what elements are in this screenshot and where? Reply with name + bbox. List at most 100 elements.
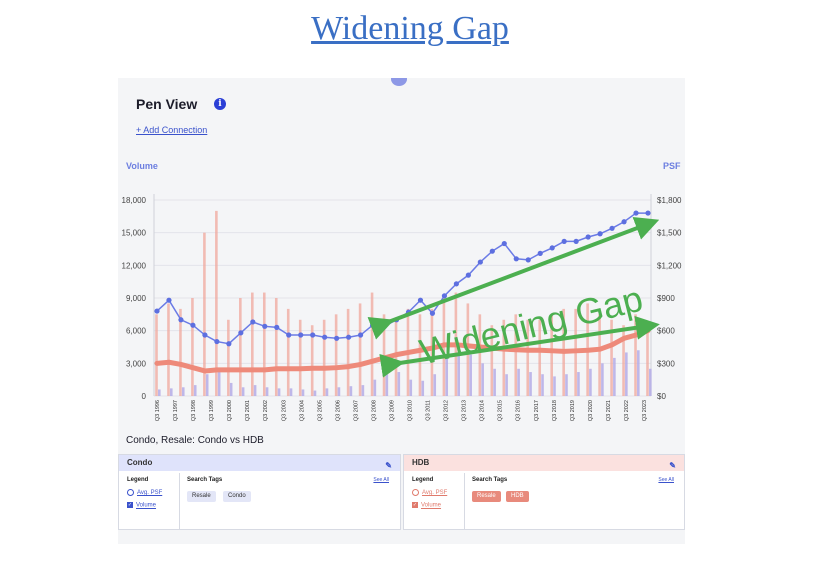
see-all-link[interactable]: See All — [658, 477, 674, 483]
hdb-panel-header: HDB ✎ — [404, 455, 684, 471]
x-tick-label: Q3 2020 — [588, 400, 594, 421]
legend-item-volume[interactable]: ✓ Volume — [412, 502, 441, 509]
hdb-volume-bar — [310, 325, 314, 396]
condo-volume-bar — [158, 389, 161, 396]
condo-volume-bar — [361, 385, 365, 396]
legend-title: Legend — [127, 477, 149, 483]
hdb-volume-bar — [274, 298, 278, 396]
left-tick-label: 12,000 — [122, 261, 147, 270]
condo-psf-point — [262, 323, 268, 329]
condo-psf-point — [429, 310, 436, 316]
left-tick-label: 15,000 — [122, 229, 147, 238]
x-tick-label: Q3 2014 — [480, 400, 486, 421]
legend-item-volume[interactable]: ✓ Volume — [127, 502, 156, 509]
condo-psf-point — [549, 245, 555, 251]
condo-volume-bar — [613, 357, 616, 396]
condo-volume-bar — [433, 374, 437, 396]
condo-legend: Legend Avg. PSF ✓ Volume — [119, 473, 180, 530]
x-tick-label: Q3 2003 — [281, 400, 287, 421]
x-tick-label: Q3 2019 — [570, 400, 576, 421]
condo-psf-point — [286, 332, 292, 338]
condo-volume-bar — [505, 374, 508, 396]
x-tick-label: Q3 2016 — [516, 400, 522, 421]
condo-psf-point — [501, 240, 507, 247]
condo-psf-point — [238, 330, 244, 336]
hdb-volume-bar — [155, 314, 158, 396]
checkbox-icon[interactable]: ✓ — [127, 502, 133, 508]
see-all-link[interactable]: See All — [373, 477, 389, 483]
hdb-legend: Legend Avg. PSF ✓ Volume — [404, 473, 465, 530]
hdb-volume-bar — [394, 319, 398, 396]
hdb-search-tags: Search Tags See All Resale HDB — [472, 473, 682, 530]
legend-label: Volume — [421, 502, 442, 509]
info-icon[interactable]: i — [214, 98, 226, 110]
condo-psf-point — [417, 297, 424, 303]
add-connection-link[interactable]: + Add Connection — [136, 125, 208, 135]
tag-resale[interactable]: Resale — [472, 491, 501, 502]
search-tags-title: Search Tags — [187, 477, 223, 483]
condo-volume-bar — [325, 388, 329, 396]
hdb-volume-bar — [251, 292, 254, 396]
right-tick-label: $600 — [657, 327, 675, 336]
x-tick-label: Q3 2005 — [317, 400, 323, 421]
legend-item-avg-psf[interactable]: Avg. PSF — [412, 489, 447, 496]
condo-panel: Condo ✎ Legend Avg. PSF ✓ Volume Search T… — [118, 454, 401, 530]
condo-volume-bar — [625, 352, 628, 396]
right-tick-label: $0 — [657, 392, 666, 401]
circle-marker-icon — [412, 489, 419, 496]
chart: 18,000 15,000 12,000 9,000 6,000 3,000 0 $1,800… — [122, 194, 682, 421]
condo-psf-point — [298, 332, 304, 338]
x-tick-label: Q3 2000 — [227, 400, 233, 421]
slide-title: Widening Gap — [311, 10, 509, 47]
gap-arrow-lower — [379, 315, 660, 378]
x-tick-label: Q3 2008 — [371, 400, 377, 421]
condo-psf-point — [369, 322, 376, 328]
x-tick-label: Q3 2010 — [408, 400, 414, 421]
condo-volume-bar — [205, 374, 209, 396]
tag-resale[interactable]: Resale — [187, 491, 216, 502]
condo-panel-header: Condo ✎ — [119, 455, 400, 471]
condo-volume-bar — [337, 387, 341, 396]
left-tick-label: 6,000 — [126, 327, 147, 336]
edit-pencil-icon[interactable]: ✎ — [385, 461, 392, 470]
condo-volume-bar — [565, 374, 568, 396]
checkbox-icon[interactable]: ✓ — [412, 502, 418, 508]
x-tick-label: Q3 2018 — [552, 400, 558, 421]
condo-volume-bar — [397, 372, 401, 396]
hdb-panel-title: HDB — [412, 458, 430, 467]
condo-psf-point — [573, 238, 579, 244]
condo-psf-point — [166, 297, 172, 303]
condo-volume-bar — [649, 368, 652, 396]
tag-condo[interactable]: Condo — [223, 491, 251, 502]
right-tick-label: $900 — [657, 294, 675, 303]
hdb-volume-bar — [191, 298, 194, 396]
drag-handle-dot[interactable] — [391, 78, 407, 86]
hdb-volume-bar — [334, 314, 338, 396]
condo-search-tags: Search Tags See All Resale Condo — [187, 473, 397, 530]
condo-psf-point — [346, 334, 352, 340]
edit-pencil-icon[interactable]: ✎ — [669, 461, 676, 470]
condo-volume-bar — [265, 387, 269, 396]
condo-psf-point — [154, 308, 160, 314]
condo-psf-point — [465, 272, 471, 278]
condo-psf-point — [334, 335, 340, 341]
condo-psf-point — [226, 341, 232, 347]
condo-psf-point — [525, 257, 531, 263]
condo-psf-point — [537, 250, 543, 256]
condo-volume-bar — [481, 363, 484, 396]
condo-psf-point — [513, 256, 519, 262]
condo-volume-bar — [301, 389, 305, 396]
condo-psf-point — [202, 332, 208, 338]
condo-psf-point — [609, 225, 615, 231]
condo-psf-point — [453, 281, 459, 287]
tag-hdb[interactable]: HDB — [506, 491, 529, 502]
legend-item-avg-psf[interactable]: Avg. PSF — [127, 489, 162, 496]
hdb-volume-bar — [179, 308, 182, 396]
condo-volume-bar — [229, 382, 233, 396]
condo-psf-point — [489, 248, 495, 254]
left-axis-label: Volume — [126, 161, 158, 171]
condo-volume-bar — [169, 388, 173, 396]
hdb-volume-bar — [298, 319, 302, 396]
condo-volume-bar — [277, 388, 281, 396]
hdb-volume-bar — [346, 308, 350, 396]
